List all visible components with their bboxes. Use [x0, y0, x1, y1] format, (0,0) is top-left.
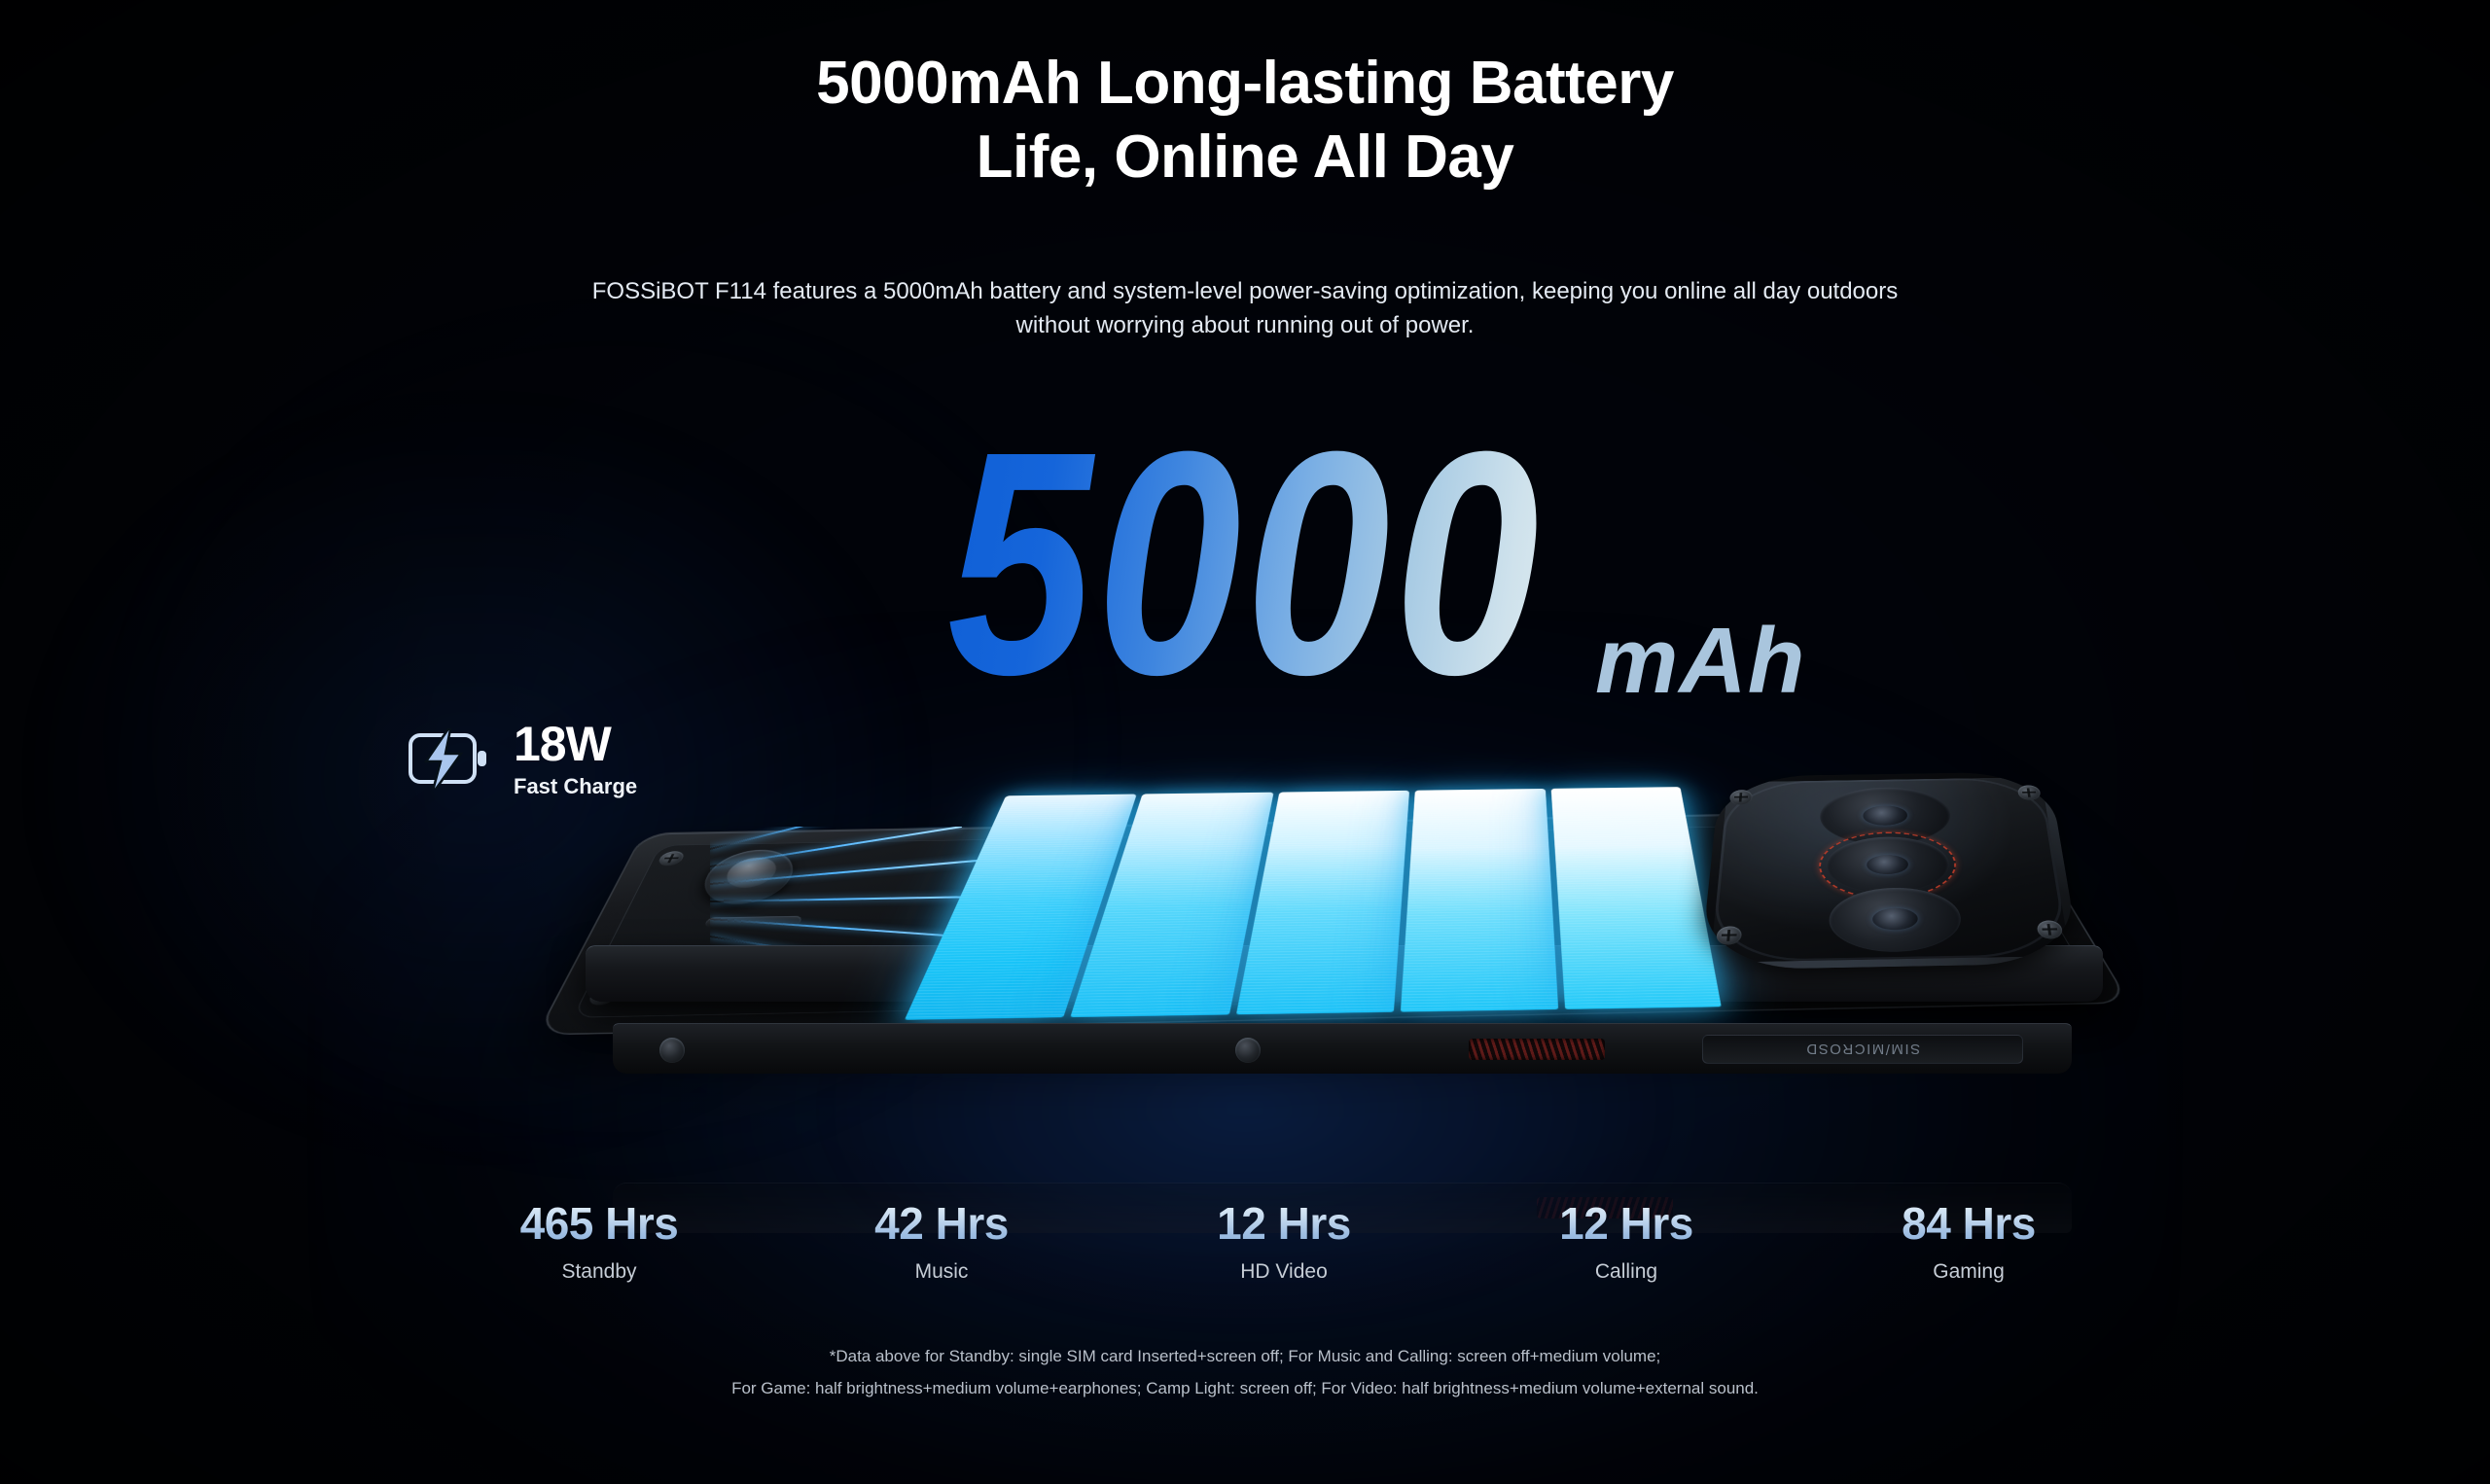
stat-item-hd-video: 12 Hrs HD Video — [1113, 1200, 1455, 1284]
page-title: 5000mAh Long-lasting Battery Life, Onlin… — [0, 53, 2490, 188]
phone-bottom-edge: SIM/MICROSD — [613, 1023, 2072, 1074]
subtitle-text: FOSSiBOT F114 features a 5000mAh battery… — [591, 278, 1899, 338]
footnote: *Data above for Standby: single SIM card… — [418, 1340, 2072, 1404]
headline-line-1: 5000mAh Long-lasting Battery — [816, 50, 1674, 117]
stat-value: 465 Hrs — [428, 1200, 770, 1248]
battery-bolt-icon — [409, 724, 492, 795]
camera-lens-main — [1818, 830, 1959, 901]
battery-cell — [1401, 788, 1558, 1012]
headline-line-2: Life, Online All Day — [976, 124, 1514, 191]
stat-item-calling: 12 Hrs Calling — [1455, 1200, 1797, 1284]
speaker-grille — [1469, 1039, 1605, 1060]
stat-value: 12 Hrs — [1455, 1200, 1797, 1248]
phone-device-illustration: SIM/MICROSD — [535, 681, 2140, 1089]
fast-charge-text: 18W Fast Charge — [514, 720, 637, 797]
stat-item-music: 42 Hrs Music — [770, 1200, 1113, 1284]
phone-side-slot — [703, 915, 803, 928]
stat-item-gaming: 84 Hrs Gaming — [1797, 1200, 2140, 1284]
port-hole-left — [659, 1038, 685, 1063]
stat-label: Gaming — [1933, 1259, 2005, 1283]
camera-module — [1690, 766, 2090, 977]
footnote-line-2: For Game: half brightness+medium volume+… — [731, 1379, 1759, 1398]
stat-label: Music — [914, 1259, 969, 1283]
fast-charge-watt: 18W — [514, 717, 612, 771]
stat-item-standby: 465 Hrs Standby — [428, 1200, 770, 1284]
stat-label: Calling — [1594, 1259, 1658, 1283]
port-hole-mid — [1235, 1038, 1261, 1063]
hero-capacity-number: 5000 — [946, 384, 1544, 741]
stat-value: 84 Hrs — [1797, 1200, 2140, 1248]
fast-charge-badge: 18W Fast Charge — [409, 720, 637, 797]
fast-charge-label: Fast Charge — [514, 774, 638, 798]
stat-value: 12 Hrs — [1113, 1200, 1455, 1248]
stat-value: 42 Hrs — [770, 1200, 1113, 1248]
stat-label: Standby — [561, 1259, 637, 1283]
battery-cells-group — [904, 787, 1722, 1020]
stat-label: HD Video — [1240, 1259, 1328, 1283]
footnote-line-1: *Data above for Standby: single SIM card… — [829, 1347, 1661, 1365]
sim-tray-label: SIM/MICROSD — [1702, 1035, 2023, 1064]
phone-knob-cap — [721, 857, 782, 889]
hero-capacity-wrap: 5000 — [0, 404, 2490, 722]
battery-life-stats: 465 Hrs Standby 42 Hrs Music 12 Hrs HD V… — [428, 1200, 2140, 1284]
